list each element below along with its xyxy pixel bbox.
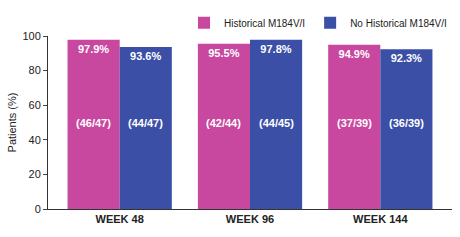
svg-text:97.8%: 97.8%: [260, 43, 291, 55]
svg-text:(36/39): (36/39): [389, 117, 424, 129]
svg-text:93.6%: 93.6%: [130, 50, 161, 62]
svg-text:100: 100: [22, 30, 40, 42]
svg-text:92.3%: 92.3%: [391, 52, 422, 64]
svg-text:94.9%: 94.9%: [339, 48, 370, 60]
svg-text:(44/45): (44/45): [259, 117, 294, 129]
svg-text:20: 20: [29, 168, 41, 180]
svg-text:Historical M184V/I: Historical M184V/I: [224, 18, 305, 29]
svg-text:WEEK 96: WEEK 96: [226, 213, 274, 225]
svg-text:0: 0: [35, 203, 41, 215]
svg-text:WEEK 144: WEEK 144: [353, 213, 408, 225]
svg-text:95.5%: 95.5%: [208, 47, 239, 59]
svg-text:97.9%: 97.9%: [78, 43, 109, 55]
svg-text:(42/44): (42/44): [206, 117, 241, 129]
svg-text:No Historical M184V/I: No Historical M184V/I: [350, 18, 447, 29]
svg-text:(46/47): (46/47): [76, 117, 111, 129]
svg-text:60: 60: [29, 99, 41, 111]
svg-text:(37/39): (37/39): [337, 117, 372, 129]
svg-text:Patients (%): Patients (%): [6, 93, 18, 153]
svg-text:WEEK 48: WEEK 48: [96, 213, 144, 225]
svg-text:80: 80: [29, 64, 41, 76]
svg-text:(44/47): (44/47): [128, 117, 163, 129]
svg-text:40: 40: [29, 134, 41, 146]
